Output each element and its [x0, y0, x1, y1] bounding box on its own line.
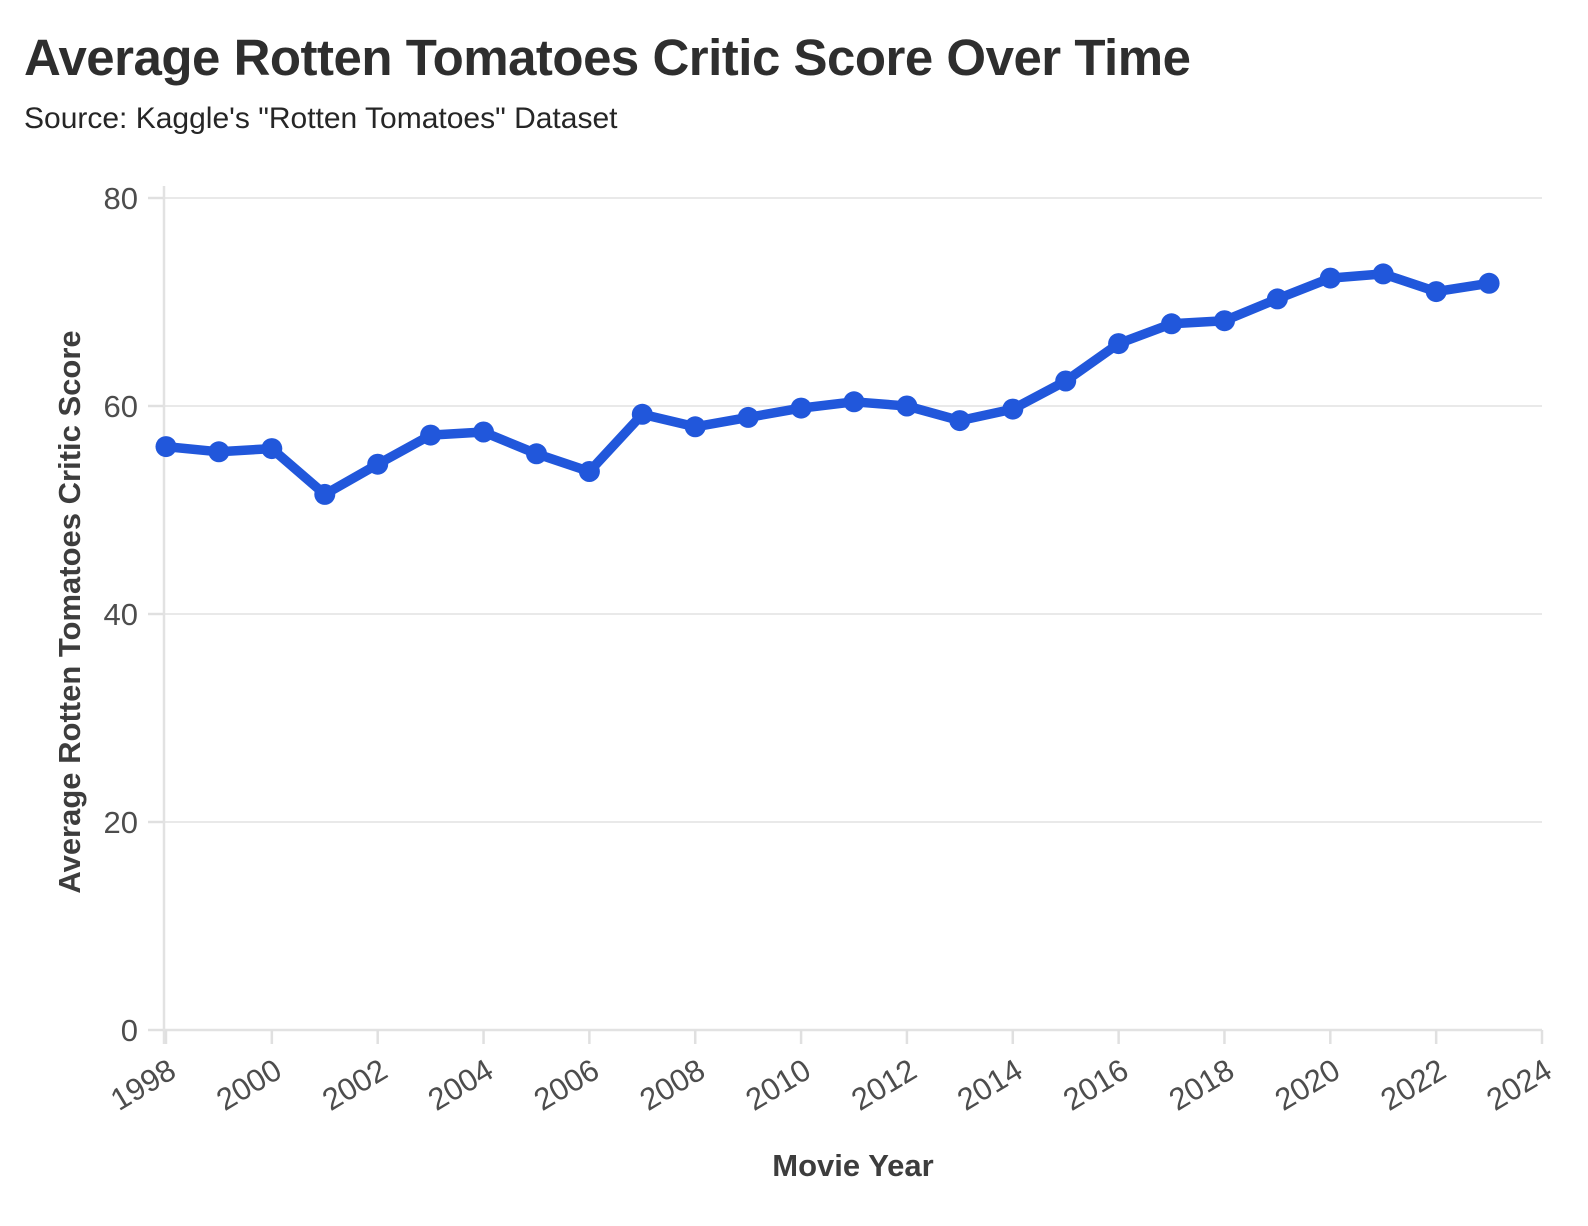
data-point	[896, 395, 918, 417]
x-tick-label: 2008	[634, 1052, 711, 1118]
data-point	[420, 424, 442, 446]
data-line	[161, 269, 1494, 500]
x-tick-label: 2004	[422, 1052, 499, 1118]
data-point	[208, 441, 230, 463]
x-tick-label: 2022	[1375, 1052, 1452, 1118]
x-tick-label: 2002	[316, 1052, 393, 1118]
x-tick-label: 2006	[528, 1052, 605, 1118]
data-point	[155, 436, 177, 458]
chart-subtitle: Source: Kaggle's "Rotten Tomatoes" Datas…	[24, 102, 618, 135]
data-point	[526, 443, 547, 465]
data-point	[1425, 281, 1447, 303]
data-point	[737, 406, 759, 428]
y-tick-label: 40	[104, 597, 138, 632]
data-point	[1214, 310, 1235, 332]
x-tick-label: 2014	[951, 1052, 1028, 1118]
data-point	[1055, 370, 1077, 392]
data-point	[1108, 333, 1130, 355]
data-point	[1478, 272, 1500, 294]
x-tick-label: 2010	[740, 1052, 817, 1118]
data-point	[949, 410, 971, 432]
data-point	[473, 421, 494, 443]
x-tick-label: 2020	[1269, 1052, 1346, 1118]
x-tick-label: 2018	[1163, 1052, 1240, 1118]
data-point	[684, 416, 706, 438]
y-tick-label: 60	[104, 389, 138, 424]
data-point	[578, 461, 600, 482]
x-tick-label: 1998	[104, 1052, 181, 1118]
data-point	[1266, 288, 1288, 310]
data-point	[261, 438, 283, 460]
y-tick-label: 20	[104, 805, 138, 840]
x-tick-label: 2016	[1057, 1052, 1134, 1118]
data-point	[790, 397, 812, 419]
data-point	[631, 403, 653, 425]
y-tick-label: 80	[104, 181, 138, 216]
data-point	[843, 391, 865, 413]
data-point	[1002, 398, 1024, 420]
x-tick-label: 2012	[845, 1052, 922, 1118]
data-point	[1319, 267, 1341, 289]
y-tick-label: 0	[121, 1013, 138, 1048]
data-point	[1161, 313, 1182, 335]
data-point	[367, 453, 389, 475]
data-point	[314, 483, 336, 505]
chart-title: Average Rotten Tomatoes Critic Score Ove…	[24, 29, 1191, 86]
x-tick-label: 2024	[1480, 1052, 1557, 1118]
x-tick-label: 2000	[210, 1052, 287, 1118]
data-point	[1372, 263, 1394, 285]
x-axis-title: Movie Year	[772, 1148, 934, 1183]
y-axis-title: Average Rotten Tomatoes Critic Score	[52, 330, 87, 894]
